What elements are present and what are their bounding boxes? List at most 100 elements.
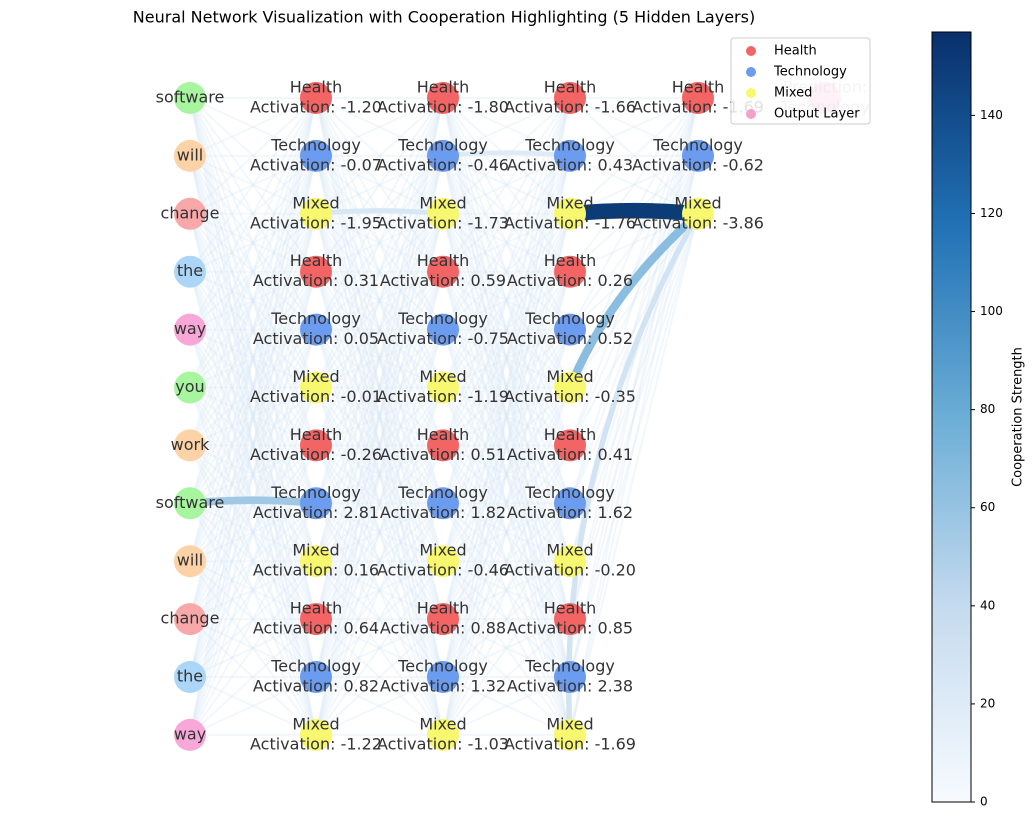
faint-edge: [189, 154, 317, 215]
node-activation: Activation: 0.41: [507, 445, 633, 464]
node-label: Health: [544, 251, 597, 270]
faint-edge: [189, 155, 317, 446]
faint-edge: [442, 502, 571, 620]
node-activation: Activation: -1.69: [504, 734, 636, 753]
node-label: Technology: [524, 483, 615, 502]
faint-edge: [189, 97, 317, 620]
faint-edge: [315, 271, 444, 736]
node-label: Mixed: [674, 193, 721, 212]
faint-edge: [315, 97, 444, 157]
faint-edge: [315, 97, 444, 215]
faint-edge: [442, 387, 571, 678]
node-activation: Activation: 1.62: [507, 503, 633, 522]
input-node: [174, 487, 206, 520]
legend-marker: [746, 88, 756, 98]
faint-edge: [189, 213, 317, 389]
faint-edge: [442, 444, 571, 678]
node-activation: Activation: 2.38: [507, 677, 633, 696]
faint-edge: [315, 387, 444, 736]
faint-edge: [315, 502, 444, 563]
faint-edge: [189, 560, 317, 736]
legend-label: Output Layer: [774, 107, 860, 122]
faint-edge: [189, 270, 317, 389]
input-node: [174, 82, 206, 114]
faint-edge: [442, 271, 571, 504]
faint-edge: [442, 502, 571, 678]
faint-edge: [189, 271, 317, 504]
faint-edge: [315, 213, 444, 620]
faint-edge: [189, 502, 317, 620]
faint-edge: [442, 329, 571, 736]
faint-edge: [189, 213, 317, 504]
faint-edge: [189, 212, 317, 273]
faint-edge: [442, 444, 571, 736]
faint-edge: [569, 97, 699, 678]
faint-edge: [189, 97, 317, 620]
faint-edge: [315, 560, 444, 678]
faint-edge: [189, 502, 317, 620]
legend-marker: [746, 46, 756, 56]
faint-edge: [315, 271, 444, 504]
node-activation: Activation: -0.75: [377, 329, 509, 348]
faint-edge: [315, 386, 444, 447]
faint-edge: [569, 97, 699, 273]
faint-edge: [442, 155, 571, 504]
faint-edge: [442, 155, 571, 678]
faint-edge: [189, 97, 317, 736]
faint-edge: [442, 444, 571, 736]
hidden-node: [554, 545, 586, 578]
node-label: Mixed: [292, 367, 339, 386]
faint-edge: [315, 444, 444, 505]
faint-edge: [189, 271, 317, 620]
faint-edge: [442, 329, 571, 678]
faint-edge: [315, 271, 444, 562]
faint-edge: [315, 97, 444, 736]
faint-edge: [442, 155, 571, 273]
node-label: Technology: [270, 483, 361, 502]
node-label: Mixed: [419, 193, 466, 212]
faint-edge: [315, 213, 444, 331]
faint-edge: [315, 97, 444, 562]
faint-edge: [569, 97, 699, 504]
faint-edge: [442, 213, 571, 389]
input-word: will: [177, 551, 203, 570]
node-activation: Activation: -1.20: [250, 98, 382, 117]
faint-edge: [189, 387, 317, 736]
faint-edge: [569, 97, 699, 215]
node-label: Health: [290, 251, 343, 270]
faint-edge: [189, 329, 317, 620]
node-label: Technology: [652, 135, 743, 154]
faint-edge: [315, 502, 444, 678]
faint-edge: [442, 329, 571, 562]
input-word: the: [177, 667, 203, 686]
faint-edge: [189, 155, 317, 388]
faint-edge: [442, 155, 571, 736]
faint-edge: [442, 155, 571, 273]
faint-edge: [315, 502, 444, 678]
faint-edge: [442, 97, 571, 215]
node-activation: Activation: -0.01: [250, 387, 382, 406]
faint-edge: [315, 329, 444, 678]
faint-edge: [189, 97, 317, 273]
faint-edge: [442, 387, 571, 620]
faint-edge: [442, 155, 571, 388]
faint-edge: [442, 387, 571, 620]
faint-edge: [442, 271, 571, 678]
faint-edge: [315, 444, 444, 678]
faint-edge: [315, 155, 444, 446]
faint-edge: [442, 270, 571, 331]
faint-edge: [442, 502, 571, 563]
hidden-node: [300, 661, 332, 693]
title: Neural Network Visualization with Cooper…: [133, 8, 755, 27]
faint-edge: [442, 213, 571, 620]
faint-edge: [315, 155, 444, 562]
faint-edge: [315, 213, 444, 446]
faint-edge: [189, 560, 317, 678]
faint-edge: [189, 387, 317, 678]
faint-edge: [442, 97, 571, 504]
faint-edge: [442, 271, 571, 620]
faint-edge: [442, 155, 571, 446]
faint-edge: [442, 618, 571, 736]
faint-edge: [442, 155, 571, 331]
faint-edge: [315, 387, 444, 736]
